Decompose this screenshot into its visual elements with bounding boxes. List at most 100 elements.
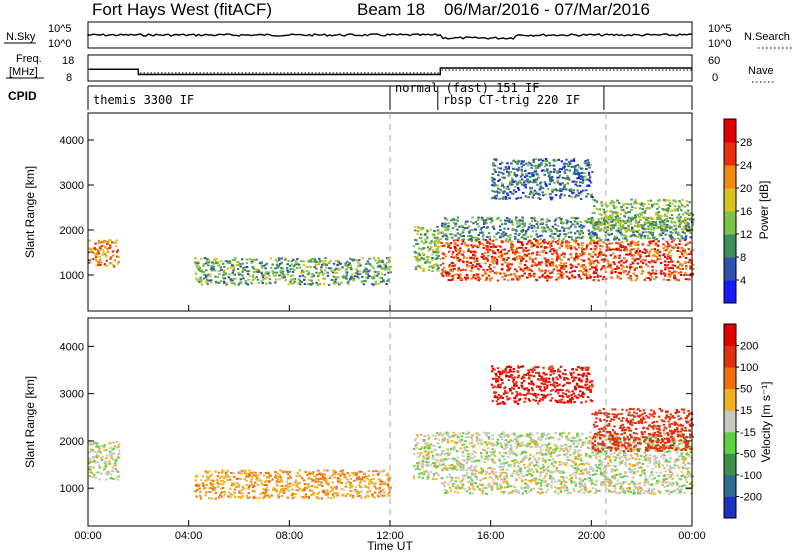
echo-cell [303, 279, 305, 281]
echo-cell [536, 184, 538, 186]
echo-cell [345, 486, 347, 488]
echo-cell [329, 475, 331, 477]
echo-cell [575, 165, 577, 167]
echo-cell [653, 254, 655, 256]
echo-cell [317, 284, 319, 286]
echo-cell [457, 270, 459, 272]
echo-cell [435, 472, 437, 474]
echo-cell [618, 202, 620, 204]
echo-cell [281, 257, 283, 259]
station-title: Fort Hays West (fitACF) [92, 0, 272, 19]
echo-cell [340, 282, 342, 284]
echo-cell [379, 471, 381, 473]
echo-cell [596, 223, 598, 225]
echo-cell [544, 170, 546, 172]
echo-cell [520, 176, 522, 178]
echo-cell [385, 283, 387, 285]
echo-cell [630, 251, 632, 253]
echo-cell [252, 267, 254, 269]
echo-cell [427, 438, 429, 440]
echo-cell [531, 265, 533, 267]
echo-cell [99, 467, 101, 469]
echo-cell [454, 235, 456, 237]
echo-cell [577, 164, 579, 166]
echo-cell [363, 480, 365, 482]
echo-cell [506, 270, 508, 272]
echo-cell [415, 268, 417, 270]
echo-cell [633, 273, 635, 275]
echo-cell [442, 235, 444, 237]
echo-cell [558, 159, 560, 161]
echo-cell [251, 482, 253, 484]
echo-cell [344, 474, 346, 476]
echo-cell [101, 459, 103, 461]
echo-cell [489, 236, 491, 238]
echo-cell [573, 224, 575, 226]
echo-cell [110, 473, 112, 475]
echo-cell [529, 193, 531, 195]
echo-cell [483, 247, 485, 249]
echo-cell [556, 180, 558, 182]
echo-cell [674, 205, 676, 207]
echo-cell [655, 472, 657, 474]
echo-cell [237, 261, 239, 263]
echo-cell [624, 211, 626, 213]
echo-cell [99, 472, 101, 474]
echo-cell [262, 492, 264, 494]
echo-cell [477, 219, 479, 221]
echo-cell [98, 240, 100, 242]
echo-cell [478, 488, 480, 490]
echo-cell [303, 264, 305, 266]
echo-cell [608, 265, 610, 267]
echo-cell [582, 273, 584, 275]
echo-cell [207, 264, 209, 266]
echo-cell [535, 167, 537, 169]
echo-cell [103, 251, 105, 253]
echo-cell [544, 461, 546, 463]
echo-cell [96, 456, 98, 458]
echo-cell [199, 277, 201, 279]
echo-cell [363, 270, 365, 272]
echo-cell [568, 236, 570, 238]
echo-cell [266, 487, 268, 489]
echo-cell [503, 169, 505, 171]
echo-cell [536, 246, 538, 248]
echo-cell [358, 476, 360, 478]
echo-cell [452, 227, 454, 229]
echo-cell [212, 480, 214, 482]
echo-cell [546, 219, 548, 221]
echo-cell [464, 227, 466, 229]
echo-cell [594, 242, 596, 244]
echo-cell [308, 279, 310, 281]
echo-cell [555, 279, 557, 281]
echo-cell [441, 269, 443, 271]
echo-cell [649, 462, 651, 464]
echo-cell [588, 174, 590, 176]
echo-cell [638, 234, 640, 236]
echo-cell [681, 237, 683, 239]
echo-cell [115, 468, 117, 470]
echo-cell [345, 262, 347, 264]
echo-cell [575, 475, 577, 477]
echo-cell [570, 232, 572, 234]
echo-cell [303, 479, 305, 481]
echo-cell [227, 495, 229, 497]
echo-cell [640, 219, 642, 221]
echo-cell [103, 469, 105, 471]
echo-cell [674, 209, 676, 211]
echo-cell [417, 436, 419, 438]
echo-cell [200, 281, 202, 283]
echo-cell [203, 263, 205, 265]
echo-cell [98, 448, 100, 450]
echo-cell [621, 260, 623, 262]
echo-cell [573, 171, 575, 173]
echo-cell [461, 436, 463, 438]
echo-cell [116, 251, 118, 253]
echo-cell [442, 257, 444, 259]
echo-cell [551, 191, 553, 193]
echo-cell [309, 284, 311, 286]
echo-cell [553, 168, 555, 170]
echo-cell [672, 267, 674, 269]
echo-cell [272, 273, 274, 275]
